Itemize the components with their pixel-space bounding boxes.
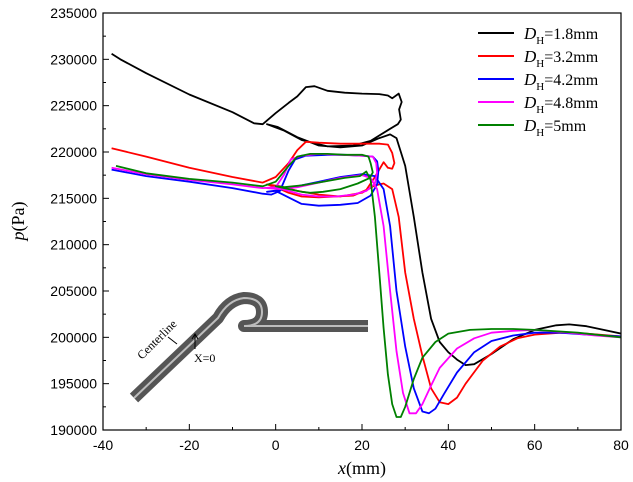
tube-schematic: Centerline X=0 — [129, 292, 368, 403]
legend-value: =5mm — [544, 118, 586, 135]
series-line-4 — [111, 153, 621, 415]
y-tick-label: 215000 — [50, 190, 97, 206]
x-tick-label: -20 — [179, 437, 199, 453]
y-tick-label: 190000 — [50, 422, 97, 438]
y-tick-label: 230000 — [50, 51, 97, 67]
legend-subscript: H — [536, 35, 544, 47]
x0-label: X=0 — [194, 351, 215, 365]
legend-variable: D — [523, 70, 537, 89]
legend-value: =4.8mm — [544, 95, 598, 112]
legend-value: =3.2mm — [544, 49, 598, 66]
y-tick-label: 195000 — [50, 376, 97, 392]
x-tick-label: -40 — [93, 437, 113, 453]
legend-subscript: H — [536, 81, 544, 93]
y-tick-label: 200000 — [50, 329, 97, 345]
x-axis-unit: (mm) — [346, 458, 386, 479]
legend-variable: D — [523, 24, 537, 43]
legend-subscript: H — [536, 127, 544, 139]
series-line-3 — [111, 153, 621, 415]
x-tick-label: 60 — [527, 437, 543, 453]
axes-layer: -40 -20 0 20 40 60 80 190000 195000 200000 205000 2… — [50, 5, 629, 453]
x-tick-label: 80 — [613, 437, 629, 453]
x-tick-label: 40 — [441, 437, 457, 453]
y-tick-label: 205000 — [50, 283, 97, 299]
legend-variable: D — [523, 116, 537, 135]
legend-entry-2: DH=3.2mm — [523, 47, 599, 70]
series-layer — [111, 53, 621, 418]
x-tick-label: 0 — [272, 437, 280, 453]
y-tick-label: 235000 — [50, 5, 97, 21]
tube-geometry — [129, 292, 368, 403]
legend-entry-3: DH=4.2mm — [523, 70, 599, 93]
x-axis-variable: x — [337, 458, 346, 478]
legend-entry-1: DH=1.8mm — [523, 24, 599, 47]
y-tick-label: 220000 — [50, 144, 97, 160]
centerline-pointer — [167, 336, 178, 345]
y-axis-unit: (Pa) — [8, 202, 29, 232]
x-tick-label: 20 — [354, 437, 370, 453]
legend-variable: D — [523, 47, 537, 66]
legend-entry-4: DH=4.8mm — [523, 93, 599, 116]
y-tick-label: 210000 — [50, 237, 97, 253]
legend-variable: D — [523, 93, 537, 112]
legend-subscript: H — [536, 58, 544, 70]
series-line-5 — [115, 153, 621, 418]
x-axis-label: x(mm) — [337, 458, 386, 479]
legend-value: =1.8mm — [544, 26, 598, 43]
legend-value: =4.2mm — [544, 72, 598, 89]
series-line-1 — [111, 53, 621, 366]
y-axis-label: p(Pa) — [8, 202, 29, 243]
x0-arrow-head — [191, 333, 199, 340]
y-axis-variable: p — [8, 232, 28, 243]
y-tick-label: 225000 — [50, 98, 97, 114]
legend-entry-5: DH=5mm — [523, 116, 587, 139]
legend-subscript: H — [536, 104, 544, 116]
